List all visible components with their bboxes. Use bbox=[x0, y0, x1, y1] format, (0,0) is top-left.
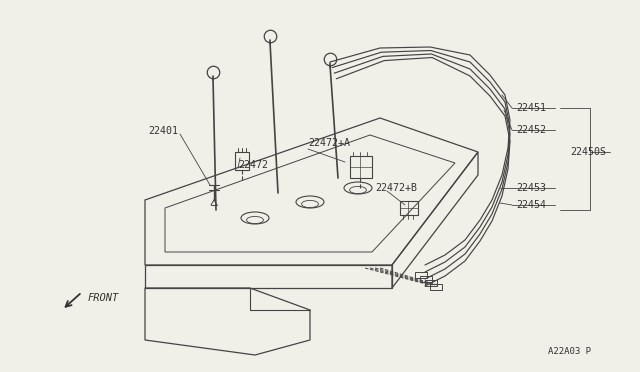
Bar bbox=[350, 156, 372, 178]
Text: 22452: 22452 bbox=[516, 125, 546, 135]
Text: 22453: 22453 bbox=[516, 183, 546, 193]
Bar bbox=[420, 276, 432, 282]
Text: FRONT: FRONT bbox=[88, 293, 119, 303]
Text: A22A03 P: A22A03 P bbox=[548, 347, 591, 356]
Text: 22451: 22451 bbox=[516, 103, 546, 113]
Bar bbox=[400, 201, 418, 215]
Text: 22450S: 22450S bbox=[570, 147, 606, 157]
Bar bbox=[425, 280, 437, 286]
Text: 22472: 22472 bbox=[238, 160, 268, 170]
Text: 22472+A: 22472+A bbox=[308, 138, 350, 148]
Text: 22401: 22401 bbox=[148, 126, 178, 136]
Bar bbox=[415, 272, 427, 278]
Text: 22472+B: 22472+B bbox=[375, 183, 417, 193]
Text: 22454: 22454 bbox=[516, 200, 546, 210]
Bar bbox=[430, 284, 442, 290]
Bar bbox=[235, 152, 249, 170]
